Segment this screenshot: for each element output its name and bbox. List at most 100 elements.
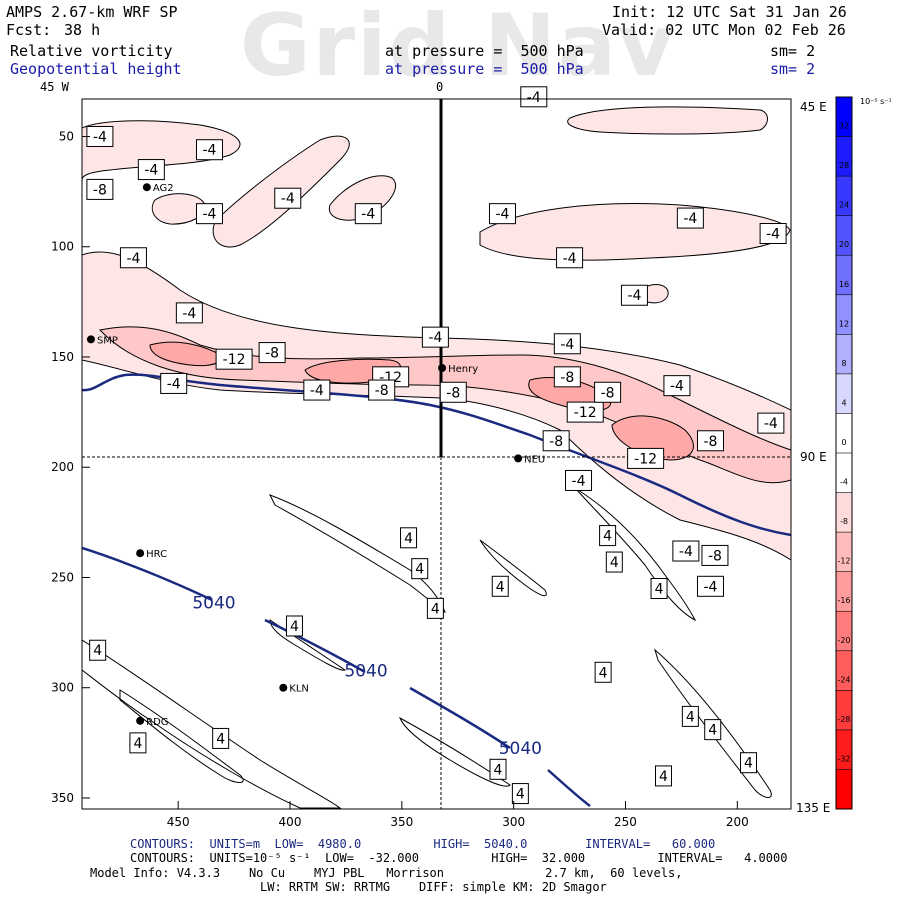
vorticity-label-32: -4 — [565, 469, 593, 491]
colorbar-swatch-11 — [836, 532, 852, 572]
forecast-value: 38 h — [64, 21, 101, 39]
init-time: Init: 12 UTC Sat 31 Jan 26 — [612, 3, 847, 21]
station-marker-smp — [86, 335, 95, 344]
svg-text:4: 4 — [610, 555, 619, 571]
svg-text:-8: -8 — [93, 182, 107, 198]
svg-text:4: 4 — [708, 723, 717, 739]
colorbar-label-2: 24 — [839, 201, 849, 210]
forecast-label: Fcst: — [6, 21, 52, 39]
svg-text:-4: -4 — [126, 251, 140, 267]
x-axis-ticks: 450 400 350 300 250 200 — [167, 801, 749, 829]
svg-text:-8: -8 — [549, 434, 563, 450]
colorbar-label-1: 28 — [839, 161, 849, 170]
x-tick-label-5: 200 — [726, 815, 749, 829]
x-tick-label-1: 400 — [279, 815, 302, 829]
svg-text:4: 4 — [516, 787, 525, 803]
svg-text:-8: -8 — [265, 346, 279, 362]
svg-text:-4: -4 — [683, 211, 697, 227]
svg-text:4: 4 — [494, 762, 503, 778]
colorbar-swatch-8 — [836, 413, 852, 453]
vorticity-label-47: 4 — [605, 551, 623, 573]
vorticity-positive-streak-8 — [119, 689, 244, 783]
vorticity-positive-streak-3 — [574, 487, 697, 622]
svg-text:-4: -4 — [361, 207, 375, 223]
x-tick-label-2: 350 — [390, 815, 413, 829]
vorticity-label-34: 4 — [411, 558, 429, 580]
y-tick-label-2: 150 — [51, 350, 74, 364]
svg-text:4: 4 — [744, 756, 753, 772]
top-left-longitude: 45 W — [40, 80, 69, 94]
colorbar-swatch-9 — [836, 453, 852, 493]
right-label-bottom: 135 E — [796, 801, 830, 815]
vorticity-label-23: -4 — [553, 333, 581, 355]
svg-text:-4: -4 — [428, 330, 442, 346]
field-1-sm: sm= 2 — [770, 42, 816, 60]
vorticity-label-40: 4 — [681, 705, 699, 727]
svg-text:-4: -4 — [627, 288, 641, 304]
station-marker-rdg — [136, 716, 145, 725]
colorbar-label-6: 8 — [841, 359, 846, 368]
vorticity-label-24: -8 — [553, 366, 581, 388]
vorticity-label-0: -4 — [86, 125, 114, 147]
svg-text:-4: -4 — [563, 251, 577, 267]
footer-physics-info: LW: RRTM SW: RRTMG DIFF: simple KM: 2D S… — [260, 880, 607, 894]
colorbar-label-13: -20 — [837, 636, 850, 645]
colorbar-label-9: -4 — [840, 478, 848, 487]
model-title: AMPS 2.67-km WRF SP — [6, 3, 178, 21]
colorbar-label-4: 16 — [839, 280, 849, 289]
colorbar-swatch-12 — [836, 571, 852, 612]
vorticity-label-1: -4 — [195, 139, 223, 161]
right-label-top: 45 E — [800, 100, 827, 114]
colorbar-swatch-4 — [836, 255, 852, 295]
field-2-sm: sm= 2 — [770, 60, 816, 78]
vorticity-label-50: -4 — [672, 540, 700, 562]
colorbar-swatch-13 — [836, 611, 852, 651]
vorticity-label-21: -4 — [556, 247, 584, 269]
svg-text:4: 4 — [599, 665, 608, 681]
svg-text:4: 4 — [603, 529, 612, 545]
geopotential-height-layer — [82, 373, 791, 807]
colorbar-unit: 10⁻⁵ s⁻¹ — [860, 97, 892, 106]
vorticity-label-25: -12 — [566, 401, 604, 423]
y-tick-label-3: 200 — [51, 460, 74, 474]
vorticity-blob-northeast-2 — [567, 106, 768, 135]
vorticity-label-6: -4 — [354, 203, 382, 225]
svg-text:-4: -4 — [203, 143, 217, 159]
svg-text:-12: -12 — [223, 352, 246, 368]
colorbar-label-12: -16 — [837, 596, 850, 605]
station-label-henry: Henry — [448, 364, 478, 375]
station-label-rdg: RDG — [146, 717, 168, 728]
vorticity-positive-streak-1 — [268, 494, 446, 613]
svg-text:-4: -4 — [281, 191, 295, 207]
colorbar-label-8: 0 — [841, 438, 846, 447]
colorbar-label-3: 20 — [839, 240, 849, 249]
y-tick-label-1: 100 — [51, 240, 74, 254]
svg-text:4: 4 — [415, 562, 424, 578]
y-tick-label-4: 250 — [51, 570, 74, 584]
x-tick-label-0: 450 — [167, 815, 190, 829]
vorticity-label-44: 4 — [212, 727, 230, 749]
vorticity-label-11: -8 — [258, 342, 286, 364]
vorticity-label-38: 4 — [89, 639, 107, 661]
svg-text:4: 4 — [655, 582, 664, 598]
station-label-kln: KLN — [289, 684, 309, 695]
vorticity-label-17: -4 — [520, 86, 548, 108]
vorticity-label-51: -8 — [701, 544, 729, 566]
vorticity-band-main-minus8 — [99, 326, 791, 484]
station-label-neu: NEU — [524, 454, 545, 465]
vorticity-labels: -4-4-4-8-4-4 -4-4-4-4-12 -8-4 -12-8-4 -8-4-4… — [86, 86, 787, 805]
colorbar-swatch-16 — [836, 729, 852, 770]
colorbar-label-10: -8 — [840, 517, 848, 526]
y-tick-label-0: 50 — [59, 129, 74, 143]
station-marker-neu — [514, 454, 523, 463]
svg-text:-12: -12 — [634, 451, 657, 467]
vorticity-label-15: -4 — [303, 379, 331, 401]
svg-text:-12: -12 — [574, 405, 597, 421]
svg-text:-4: -4 — [203, 207, 217, 223]
vorticity-label-28: -4 — [757, 412, 785, 434]
station-marker-ag2 — [142, 183, 151, 192]
svg-text:-4: -4 — [670, 379, 684, 395]
footer-height-contours: CONTOURS: UNITS=m LOW= 4980.0 HIGH= 5040… — [130, 837, 716, 851]
vorticity-label-52: -4 — [696, 575, 724, 597]
vorticity-label-9: -4 — [421, 326, 449, 348]
